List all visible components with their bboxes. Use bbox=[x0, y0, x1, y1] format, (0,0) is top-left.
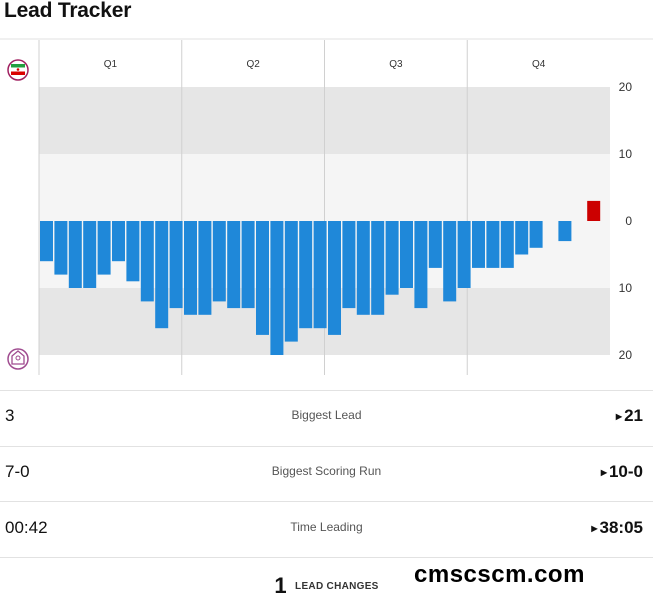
lead-tracker-chart: Q1 Q2 Q3 Q4 20 10 0 10 20 bbox=[0, 38, 653, 375]
watermark: cmscscm.com bbox=[414, 561, 585, 588]
stat-left-value: 7-0 bbox=[5, 462, 30, 481]
lead-bar bbox=[385, 221, 399, 295]
stat-right-number: 10-0 bbox=[608, 462, 643, 481]
divider bbox=[0, 501, 653, 502]
triangle-right-icon: ▶ bbox=[600, 468, 607, 478]
stat-label: Biggest Scoring Run bbox=[271, 464, 382, 478]
lead-bar bbox=[270, 221, 284, 355]
lead-bar bbox=[515, 221, 529, 255]
lead-bar bbox=[428, 221, 442, 268]
lead-bar bbox=[126, 221, 140, 282]
lead-bar bbox=[140, 221, 154, 302]
stat-time-leading: 00:42 Time Leading ▶ 38:05 bbox=[0, 502, 653, 558]
stat-biggest-scoring-run: 7-0 Biggest Scoring Run ▶ 10-0 bbox=[0, 446, 653, 502]
divider bbox=[0, 446, 653, 447]
lead-bar bbox=[457, 221, 471, 288]
lead-bar bbox=[558, 221, 572, 242]
lead-bar bbox=[500, 221, 514, 268]
lead-bar bbox=[443, 221, 457, 302]
lead-bar bbox=[587, 200, 601, 221]
opponent-crest-icon bbox=[7, 348, 29, 370]
stat-left-value: 00:42 bbox=[5, 518, 48, 537]
lead-bar bbox=[241, 221, 255, 309]
quarter-labels: Q1 Q2 Q3 Q4 bbox=[104, 59, 546, 70]
lead-bar bbox=[328, 221, 341, 335]
lead-bar bbox=[184, 221, 197, 315]
stat-label: Biggest Lead bbox=[291, 408, 362, 422]
lead-bar bbox=[83, 221, 97, 288]
divider bbox=[0, 557, 653, 558]
lead-changes-label: LEAD CHANGES bbox=[295, 580, 379, 592]
stat-right-number: 21 bbox=[624, 406, 643, 425]
y-axis-labels: 20 10 0 10 20 bbox=[619, 80, 633, 362]
quarter-label: Q4 bbox=[532, 59, 546, 70]
triangle-right-icon: ▶ bbox=[591, 524, 598, 534]
lead-changes-count: 1 bbox=[274, 573, 287, 598]
lead-bars bbox=[40, 200, 601, 355]
iran-crest-icon bbox=[7, 59, 29, 81]
lead-bar bbox=[40, 221, 53, 262]
y-tick-label: 20 bbox=[619, 80, 633, 94]
lead-bar bbox=[68, 221, 82, 288]
quarter-label: Q1 bbox=[104, 59, 118, 70]
quarter-label: Q2 bbox=[246, 59, 260, 70]
stat-right-value: ▶ 10-0 bbox=[601, 462, 643, 482]
lead-bar bbox=[256, 221, 269, 335]
lead-bar bbox=[112, 221, 125, 262]
lead-bar bbox=[414, 221, 428, 309]
lead-bar bbox=[212, 221, 226, 302]
y-tick-label: 10 bbox=[619, 281, 633, 295]
lead-bar bbox=[284, 221, 298, 342]
divider bbox=[0, 390, 653, 391]
page-title: Lead Tracker bbox=[4, 0, 132, 22]
stat-right-value: ▶ 38:05 bbox=[591, 518, 643, 538]
lead-bar bbox=[371, 221, 385, 315]
lead-bar bbox=[299, 221, 313, 329]
lead-bar bbox=[97, 221, 111, 275]
stat-right-number: 38:05 bbox=[599, 518, 643, 537]
lead-bar bbox=[313, 221, 327, 329]
lead-bar bbox=[198, 221, 212, 315]
y-tick-label: 10 bbox=[619, 147, 633, 161]
lead-bar bbox=[400, 221, 413, 288]
lead-bar bbox=[169, 221, 183, 309]
lead-bar bbox=[486, 221, 500, 268]
lead-bar bbox=[54, 221, 68, 275]
y-tick-label: 20 bbox=[619, 348, 633, 362]
lead-changes: 1 LEAD CHANGES bbox=[0, 573, 653, 599]
stat-label: Time Leading bbox=[290, 520, 363, 534]
quarter-label: Q3 bbox=[389, 59, 403, 70]
lead-bar bbox=[155, 221, 169, 329]
lead-bar bbox=[472, 221, 485, 268]
lead-bar bbox=[342, 221, 356, 309]
lead-bar bbox=[529, 221, 543, 248]
y-tick-label: 0 bbox=[625, 214, 632, 228]
triangle-right-icon: ▶ bbox=[615, 412, 623, 422]
lead-bar bbox=[356, 221, 370, 315]
stat-right-value: ▶ 21 bbox=[616, 406, 643, 426]
stat-left-value: 3 bbox=[5, 406, 15, 425]
lead-bar bbox=[227, 221, 241, 309]
stat-biggest-lead: 3 Biggest Lead ▶ 21 bbox=[0, 390, 653, 446]
